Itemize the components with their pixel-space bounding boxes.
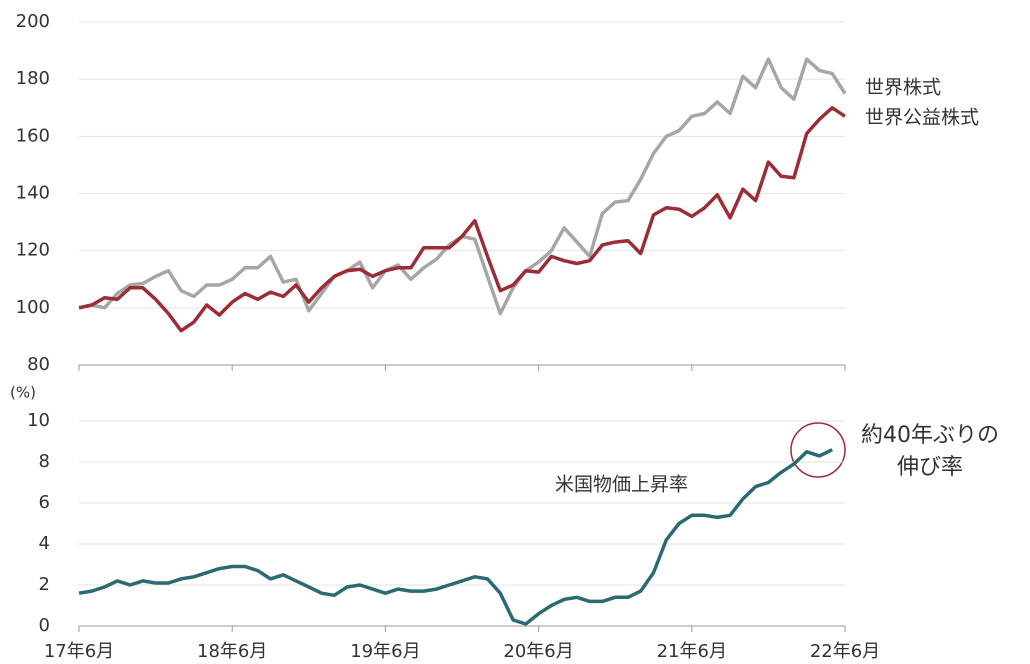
x-tick-label: 17年6月	[44, 641, 114, 662]
y-tick-label: 120	[16, 240, 50, 261]
y-tick-label: 80	[27, 354, 50, 375]
y-tick-label: 100	[16, 297, 50, 318]
y-tick-label: 6	[39, 492, 50, 513]
annotation: 約40年ぶりの	[861, 423, 999, 448]
series-line	[78, 106, 846, 333]
y-tick-label: 160	[16, 125, 50, 146]
x-tick-label: 20年6月	[503, 641, 573, 662]
series-line	[78, 448, 833, 626]
x-tick-label: 21年6月	[657, 641, 727, 662]
highlight-circle	[790, 422, 846, 478]
y-tick-label: 140	[16, 183, 50, 204]
y-tick-label: 0	[39, 615, 50, 636]
y-tick-label: 180	[16, 68, 50, 89]
y-tick-label: 10	[27, 410, 50, 431]
x-tick-label: 19年6月	[350, 641, 420, 662]
x-tick-label: 18年6月	[197, 641, 267, 662]
series-line	[78, 57, 847, 316]
series-label: 世界公益株式	[865, 107, 979, 129]
y-tick-label: 4	[39, 533, 50, 554]
series-label: 米国物価上昇率	[555, 474, 688, 496]
annotation: 伸び率	[897, 455, 963, 480]
series-label: 世界株式	[865, 77, 941, 99]
y-tick-label: 8	[39, 451, 50, 472]
x-tick-label: 22年6月	[810, 641, 880, 662]
y-tick-label: 200	[16, 11, 50, 32]
y-axis-label: (%)	[10, 384, 36, 402]
y-tick-label: 2	[39, 574, 50, 595]
